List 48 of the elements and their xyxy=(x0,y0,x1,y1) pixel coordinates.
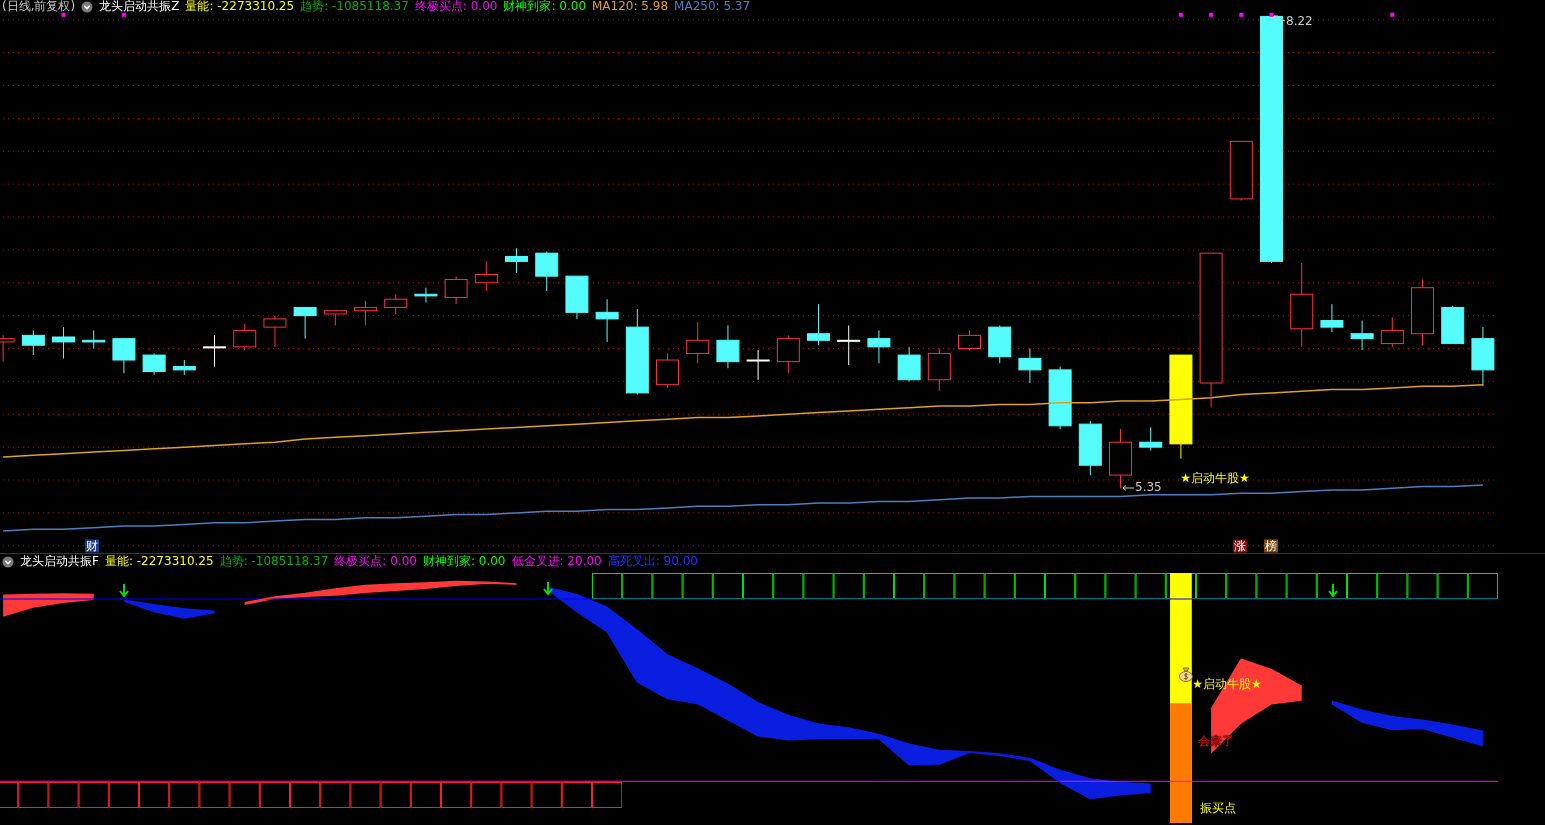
candlestick xyxy=(746,349,770,381)
annotation: 量能: -2273310.25 xyxy=(104,554,214,568)
chart-subtitle: 龙头启动共振Z xyxy=(99,0,180,13)
candlestick xyxy=(203,334,227,368)
candlestick xyxy=(1471,326,1495,387)
candlestick xyxy=(686,321,710,364)
candlestick xyxy=(505,247,529,274)
chart-title: (日线,前复权) xyxy=(2,0,76,13)
candlestick xyxy=(21,329,45,356)
candlestick xyxy=(897,346,921,382)
annotation: ★启动牛股★ xyxy=(1180,470,1250,485)
text: MA250: 5.37 xyxy=(674,0,751,13)
candlestick xyxy=(52,326,76,359)
candlestick xyxy=(444,275,468,305)
candlestick xyxy=(716,325,740,369)
candlestick xyxy=(1109,428,1133,489)
annotation: 8.22 xyxy=(1286,13,1313,28)
annotation: 财神到家: 0.00 xyxy=(422,554,506,568)
candlestick xyxy=(474,260,498,292)
candlestick xyxy=(414,287,438,303)
annotation: 低金叉进: 20.00 xyxy=(511,554,602,568)
annotation: 量能: -2273310.25 xyxy=(185,0,295,13)
candlestick xyxy=(837,325,861,366)
candlestick xyxy=(1320,303,1344,333)
text: MA120: 5.98 xyxy=(592,0,669,13)
candlestick xyxy=(142,352,166,376)
candlestick xyxy=(263,315,287,348)
annotation: 涨 xyxy=(1233,538,1247,553)
annotation: 榜 xyxy=(1264,538,1278,553)
candlestick xyxy=(1290,262,1314,348)
chart-title: 龙头启动共振F xyxy=(20,554,99,568)
annotation: 趋势: -1085118.37 xyxy=(219,554,329,568)
annotation: 财神到家: 0.00 xyxy=(503,0,587,13)
candlestick xyxy=(867,329,891,364)
annotation: 5.35 xyxy=(1135,479,1162,494)
candlestick xyxy=(776,334,800,374)
candlestick xyxy=(595,298,619,343)
annotation: 终极买点: 0.00 xyxy=(334,554,417,568)
candlestick xyxy=(1018,348,1042,384)
candlestick xyxy=(1380,316,1404,348)
candlestick xyxy=(1048,366,1072,430)
candlestick xyxy=(1411,278,1435,346)
annotation: 趋势: -1085118.37 xyxy=(300,0,409,13)
annotation: 振买点 xyxy=(1200,800,1236,815)
annotation: 高死叉出: 90.00 xyxy=(607,554,698,568)
candlestick xyxy=(1350,320,1374,351)
annotation: 财 xyxy=(85,538,99,553)
annotation: 终极买点: 0.00 xyxy=(414,0,498,13)
